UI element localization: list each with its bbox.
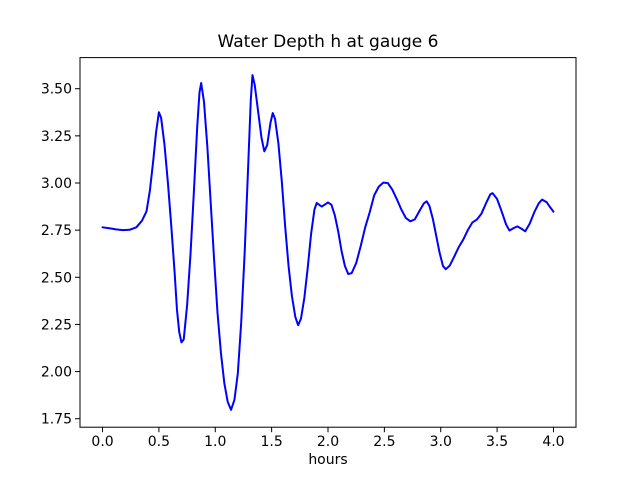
y-tick-label: 1.75: [41, 412, 72, 428]
x-tick-label: 2.5: [373, 434, 395, 450]
x-tick-label: 2.0: [317, 434, 339, 450]
x-tick-label: 0.5: [148, 434, 170, 450]
y-tick-label: 2.50: [41, 270, 72, 286]
y-tick-label: 3.25: [41, 129, 72, 145]
x-tick-label: 0.0: [91, 434, 113, 450]
x-tick-label: 1.5: [261, 434, 283, 450]
y-tick-label: 3.00: [41, 176, 72, 192]
chart-title: Water Depth h at gauge 6: [217, 32, 439, 52]
plot-border: [79, 57, 577, 428]
x-axis-ticks: 0.0 0.5 1.0 1.5 2.0 2.5 3.0 3.5 4.0: [91, 427, 565, 450]
y-tick-label: 2.75: [41, 223, 72, 239]
y-axis-ticks: 1.75 2.00 2.25 2.50 2.75 3.00 3.25 3.50: [41, 82, 80, 428]
x-tick-label: 4.0: [542, 434, 564, 450]
y-tick-label: 2.25: [41, 317, 72, 333]
x-axis-label: hours: [308, 452, 348, 468]
data-line-h: [101, 74, 555, 411]
y-tick-label: 2.00: [41, 365, 72, 381]
x-tick-label: 1.0: [204, 434, 226, 450]
x-tick-label: 3.0: [430, 434, 452, 450]
x-tick-label: 3.5: [486, 434, 508, 450]
y-tick-label: 3.50: [41, 82, 72, 98]
